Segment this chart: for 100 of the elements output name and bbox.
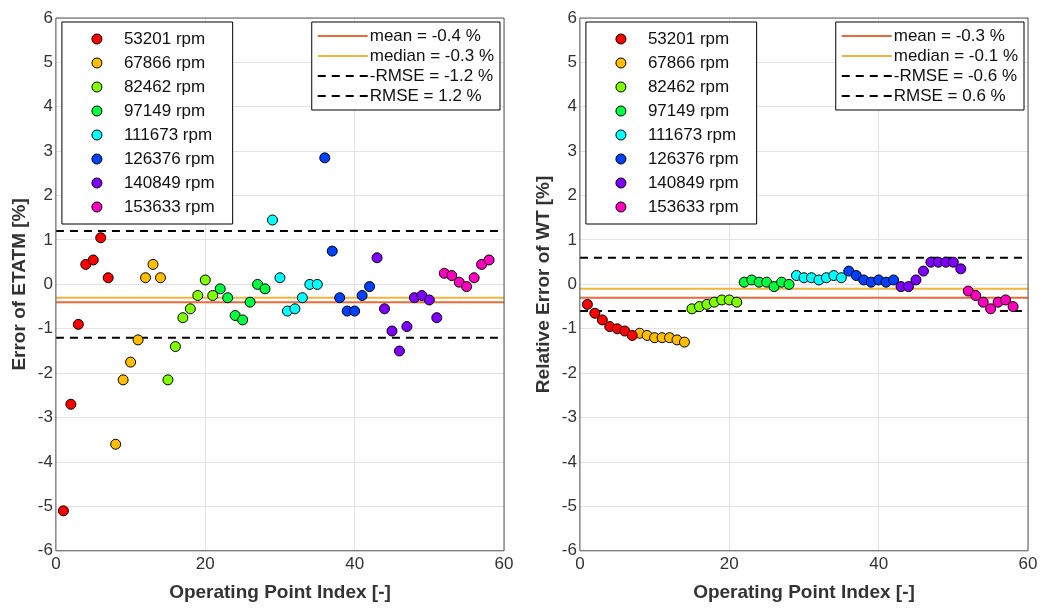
point	[244, 296, 256, 308]
point	[783, 278, 795, 290]
legend-label: 140849 rpm	[647, 172, 739, 192]
y-tick-label: -6	[37, 540, 53, 560]
point	[1000, 294, 1012, 306]
y-tick-label: 4	[567, 96, 577, 116]
point	[177, 312, 189, 324]
point	[319, 152, 331, 164]
point	[102, 272, 114, 284]
y-axis-title: Error of ETATM [%]	[7, 198, 29, 371]
y-tick-label: 0	[567, 274, 577, 294]
legend-label: 82462 rpm	[123, 76, 206, 96]
y-tick-label: -6	[561, 540, 577, 560]
legend-label: -RMSE = -0.6 %	[893, 65, 1018, 85]
point	[446, 270, 458, 282]
y-axis-title: Relative Error of WT [%]	[531, 175, 553, 394]
point	[356, 290, 368, 301]
y-tick-label: 2	[43, 185, 53, 205]
y-tick-label: -1	[561, 318, 577, 338]
point	[431, 312, 443, 324]
legend-label: 140849 rpm	[123, 172, 215, 192]
y-tick-label: 3	[567, 140, 577, 160]
point	[147, 258, 159, 270]
legend-label: median = -0.1 %	[893, 45, 1018, 65]
point	[72, 318, 84, 330]
point	[626, 329, 638, 341]
point	[237, 314, 249, 326]
legend-label: median = -0.3 %	[369, 45, 494, 65]
point	[393, 345, 405, 357]
legend-label: 53201 rpm	[123, 28, 206, 48]
x-tick-label: 60	[1018, 553, 1038, 573]
point	[581, 298, 593, 310]
point	[296, 292, 308, 304]
point	[326, 245, 338, 257]
point	[222, 292, 234, 304]
point	[184, 303, 196, 315]
point	[117, 374, 129, 386]
x-tick-label: 20	[195, 553, 215, 573]
legend-label: 126376 rpm	[123, 148, 215, 168]
legend-label: 111673 rpm	[123, 124, 213, 144]
point	[835, 272, 847, 284]
point	[903, 281, 915, 293]
legend-label: RMSE = 0.6 %	[893, 85, 1006, 105]
point	[371, 252, 383, 264]
y-tick-label: 4	[43, 96, 53, 116]
x-tick-label: 40	[869, 553, 889, 573]
legend-label: 82462 rpm	[647, 76, 730, 96]
point	[214, 283, 226, 295]
point	[252, 278, 264, 290]
x-axis-title: Operating Point Index [-]	[169, 580, 391, 602]
point	[970, 290, 982, 301]
legend-label: 153633 rpm	[647, 196, 739, 216]
legend-label: mean = -0.4 %	[369, 25, 481, 45]
y-tick-label: -5	[37, 496, 53, 516]
legend-label: mean = -0.3 %	[893, 25, 1005, 45]
point	[207, 290, 219, 301]
legend-label: 97149 rpm	[647, 100, 730, 120]
point	[423, 294, 435, 306]
legend-label: 97149 rpm	[123, 100, 206, 120]
y-tick-label: 6	[43, 7, 53, 27]
y-tick-label: -4	[37, 451, 53, 471]
point	[95, 232, 107, 244]
x-tick-label: 60	[494, 553, 514, 573]
legend-label: -RMSE = -1.2 %	[369, 65, 494, 85]
point	[678, 336, 690, 348]
y-tick-label: 0	[43, 274, 53, 294]
y-tick-label: 3	[43, 140, 53, 160]
point	[888, 274, 900, 286]
point	[977, 296, 989, 308]
point	[461, 281, 473, 293]
legend-label: 111673 rpm	[647, 124, 737, 144]
y-tick-label: -4	[561, 451, 577, 471]
point	[229, 309, 241, 321]
point	[192, 290, 204, 301]
point	[199, 274, 211, 286]
x-tick-label: 40	[345, 553, 365, 573]
point	[140, 272, 152, 284]
point	[947, 256, 959, 268]
legend-label: 67866 rpm	[647, 52, 730, 72]
legend-label: RMSE = 1.2 %	[369, 85, 482, 105]
point	[364, 281, 376, 293]
point	[985, 303, 997, 315]
x-axis-title: Operating Point Index [-]	[693, 580, 915, 602]
point	[110, 438, 122, 450]
legend-label: 53201 rpm	[647, 28, 730, 48]
point	[589, 307, 601, 319]
point	[955, 263, 967, 275]
y-tick-label: -3	[37, 407, 53, 427]
point	[731, 296, 743, 308]
point	[910, 274, 922, 286]
point	[125, 356, 137, 368]
y-tick-label: 6	[567, 7, 577, 27]
point	[162, 374, 174, 386]
point	[349, 305, 361, 317]
point	[917, 265, 929, 277]
point	[379, 303, 391, 315]
point	[1007, 301, 1019, 313]
legend-label: 126376 rpm	[647, 148, 739, 168]
point	[274, 272, 286, 284]
point	[768, 281, 780, 293]
